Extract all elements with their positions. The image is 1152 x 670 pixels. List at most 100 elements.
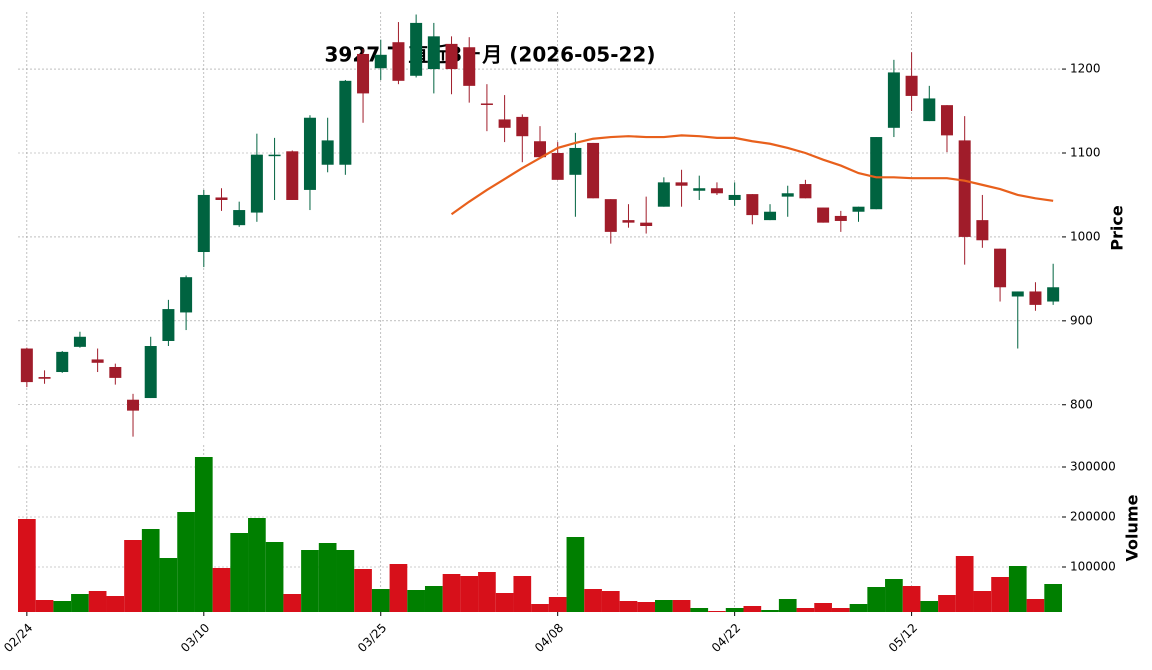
volume-bar (53, 601, 72, 612)
candle-body (799, 184, 812, 199)
candle-body (197, 194, 210, 253)
volume-bar (796, 608, 815, 612)
volume-bar (318, 543, 337, 612)
volume-bar (124, 540, 142, 612)
candle-body (764, 211, 777, 221)
volume-bar (778, 599, 797, 612)
candle-body (1011, 291, 1024, 297)
candle-body (870, 137, 883, 210)
candle-body (923, 98, 936, 122)
volume-bar (743, 606, 762, 612)
x-tick-label: 03/10 (178, 621, 212, 655)
volume-bar (35, 600, 54, 612)
candle-body (445, 43, 458, 70)
volume-bar (354, 569, 372, 612)
volume-bar (601, 591, 620, 612)
volume-bar (389, 564, 408, 612)
volume-bar (18, 519, 36, 612)
volume-bar (1026, 599, 1045, 612)
candle-body (427, 36, 440, 70)
y-tick-label: 1200 (1070, 62, 1101, 76)
candle-body (728, 194, 741, 200)
candle-body (233, 210, 246, 226)
volume-bar (301, 550, 319, 612)
volume-bar (849, 604, 868, 612)
volume-bar (248, 518, 266, 612)
volume-bar (973, 591, 992, 612)
candle-body (887, 72, 900, 128)
volume-bar (867, 587, 886, 612)
volume-bar (424, 586, 443, 612)
candle-body (91, 359, 104, 363)
candle-body (144, 346, 157, 399)
volume-bar (478, 572, 496, 612)
volume-bar (336, 550, 355, 612)
candle-body (357, 53, 370, 94)
candle-body (73, 336, 86, 347)
volume-bar (885, 579, 903, 612)
volume-bar (460, 576, 479, 612)
volume-bar (920, 601, 939, 612)
moving-average-line (450, 134, 1054, 216)
volume-bar (141, 529, 160, 612)
x-tick-label: 04/08 (532, 621, 566, 655)
volume-bar (672, 600, 691, 612)
candle-body (286, 151, 299, 200)
candle-body (339, 80, 352, 165)
candle-body (587, 142, 600, 199)
volume-bar (584, 589, 602, 612)
candle-body (1029, 291, 1042, 305)
volume-bar (407, 590, 425, 612)
y-tick-label: 900 (1070, 313, 1093, 327)
volume-bar (371, 589, 390, 612)
candle-body (215, 197, 228, 200)
candle-body (834, 215, 847, 221)
volume-axis-label: Volume (1123, 494, 1142, 561)
x-tick-label: 05/12 (886, 621, 920, 655)
volume-bar (725, 608, 744, 612)
candle-body (516, 116, 529, 137)
volume-bar (71, 594, 89, 612)
volume-bar (831, 608, 850, 612)
y-tick-label: 800 (1070, 397, 1093, 411)
candle-body (1047, 287, 1060, 302)
y-tick-label: 1100 (1070, 145, 1101, 159)
y-axis-label: Price (1108, 205, 1127, 251)
volume-bar (88, 591, 107, 612)
candle-body (710, 188, 723, 194)
candle-body (303, 117, 316, 190)
candle-body (551, 152, 564, 180)
candle-body (693, 188, 706, 191)
volume-bar (991, 577, 1009, 612)
volume-bar (531, 604, 549, 612)
candle-body (622, 220, 635, 223)
candle-body (480, 103, 493, 105)
candle-body (976, 220, 989, 241)
candle-body (498, 119, 511, 128)
candle-body (940, 105, 953, 136)
volume-bar (938, 595, 956, 612)
volume-bar (283, 594, 302, 612)
candle-body (56, 351, 69, 373)
volume-tick-label: 300000 (1070, 460, 1116, 474)
candle-body (127, 399, 140, 411)
volume-bar (1008, 566, 1027, 612)
volume-bar (955, 556, 974, 612)
candle-body (268, 154, 281, 157)
volume-bar (495, 593, 514, 612)
candle-body (958, 140, 971, 237)
volume-bar (513, 576, 532, 612)
volume-bar (442, 574, 461, 612)
candle-body (534, 141, 546, 158)
candle-body (392, 42, 405, 81)
volume-bar (708, 611, 726, 612)
x-tick-label: 02/24 (1, 621, 35, 655)
volume-bar (106, 596, 125, 612)
candle-body (746, 194, 759, 216)
volume-tick-label: 100000 (1070, 560, 1116, 574)
candle-body (817, 207, 830, 223)
x-tick-label: 03/25 (355, 621, 389, 655)
candle-body (321, 140, 334, 165)
